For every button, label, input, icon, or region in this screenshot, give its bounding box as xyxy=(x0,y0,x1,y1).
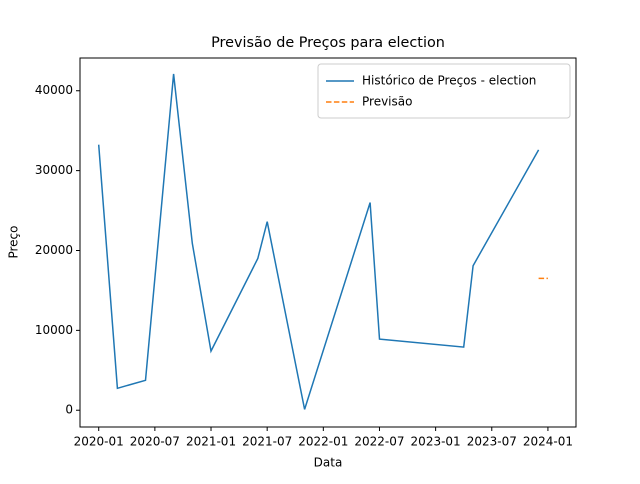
x-axis-label: Data xyxy=(314,456,343,470)
x-tick-label: 2020-07 xyxy=(130,435,180,449)
y-tick-label: 20000 xyxy=(35,243,73,257)
x-tick-label: 2021-07 xyxy=(242,435,292,449)
y-tick-label: 10000 xyxy=(35,323,73,337)
x-tick-label: 2024-01 xyxy=(523,435,573,449)
legend-box xyxy=(317,63,571,119)
y-tick-label: 40000 xyxy=(35,83,73,97)
x-tick-label: 2020-01 xyxy=(74,435,124,449)
legend-label: Previsão xyxy=(362,95,412,109)
y-axis-label: Preço xyxy=(7,225,21,258)
axes-frame xyxy=(79,57,577,428)
legend-label: Histórico de Preços - election xyxy=(362,74,536,88)
x-tick-label: 2023-07 xyxy=(467,435,517,449)
x-tick-label: 2021-01 xyxy=(186,435,236,449)
plot-area xyxy=(97,73,548,410)
x-tick-label: 2022-07 xyxy=(354,435,404,449)
chart-title: Previsão de Preços para election xyxy=(211,35,445,51)
line-series xyxy=(97,73,540,410)
y-tick-label: 30000 xyxy=(35,163,73,177)
x-tick-label: 2023-01 xyxy=(411,435,461,449)
x-tick-label: 2022-01 xyxy=(298,435,348,449)
y-tick-label: 0 xyxy=(65,403,73,417)
